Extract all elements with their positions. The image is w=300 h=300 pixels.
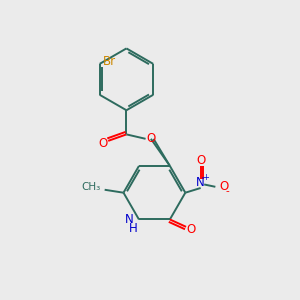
- Text: H: H: [129, 222, 138, 235]
- Text: O: O: [220, 180, 229, 193]
- Text: N: N: [196, 176, 205, 190]
- Text: O: O: [98, 137, 107, 150]
- Text: -: -: [226, 186, 230, 196]
- Text: CH₃: CH₃: [82, 182, 101, 192]
- Text: O: O: [196, 154, 205, 167]
- Text: O: O: [146, 132, 155, 145]
- Text: O: O: [187, 223, 196, 236]
- Text: +: +: [202, 173, 209, 182]
- Text: Br: Br: [103, 55, 116, 68]
- Text: N: N: [125, 213, 134, 226]
